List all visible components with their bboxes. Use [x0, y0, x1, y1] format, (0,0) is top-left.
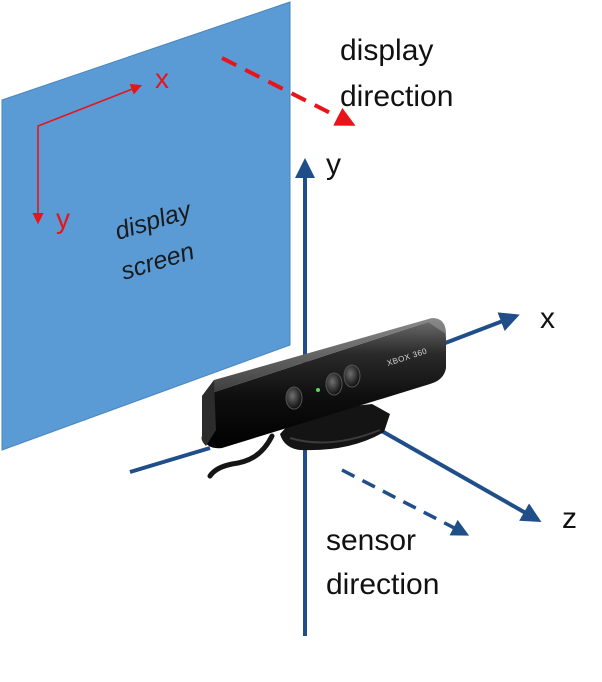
screen-x-axis: [37, 84, 143, 127]
display-screen: [1, 1, 291, 451]
sensor-x-label: x: [540, 302, 555, 335]
sensor-lens-left: [285, 386, 303, 410]
sensor-lens-center: [325, 372, 343, 396]
kinect-sensor: XBOX 360: [201, 318, 446, 479]
display-direction-label-line2: direction: [340, 80, 453, 113]
sensor-lens-right: [343, 364, 361, 388]
sensor-direction-arrow: [341, 468, 470, 536]
sensor-z-label: z: [562, 502, 577, 535]
sensor-led: [316, 388, 320, 392]
screen-x-label: x: [155, 63, 169, 94]
screen-y-label: y: [56, 203, 70, 234]
display-direction-label-line1: display: [340, 34, 433, 67]
sensor-body: [202, 321, 446, 449]
sensor-x-axis: [439, 312, 520, 347]
sensor-direction-label-line2: direction: [326, 568, 439, 601]
sensor-cable: [207, 433, 275, 479]
sensor-z-axis: [379, 428, 542, 522]
sensor-direction-label-line1: sensor: [326, 524, 416, 557]
sensor-y-label: y: [326, 148, 341, 181]
sensor-x-axis-back: [129, 446, 211, 474]
